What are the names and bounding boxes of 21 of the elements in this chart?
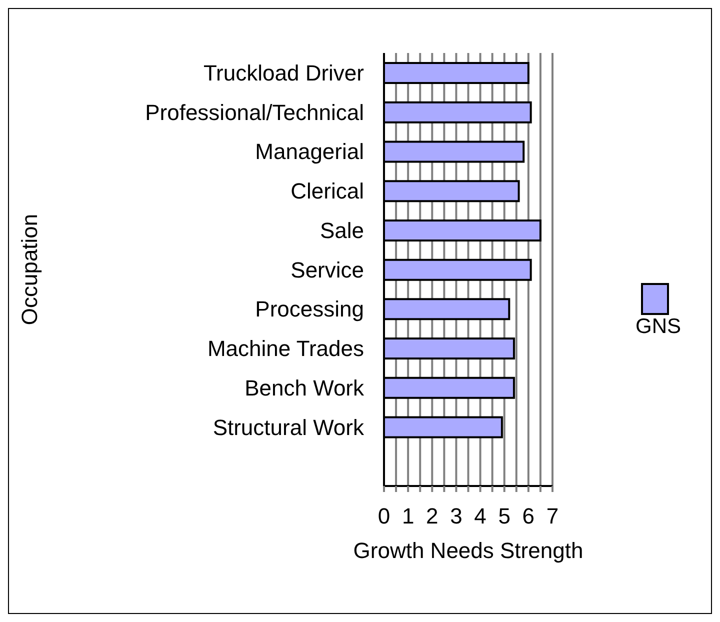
y-tick-label: Managerial bbox=[255, 139, 364, 164]
x-axis-title: Growth Needs Strength bbox=[353, 538, 584, 563]
x-tick-label: 2 bbox=[426, 504, 438, 529]
y-tick-label: Structural Work bbox=[212, 414, 365, 440]
x-tick-label: 0 bbox=[378, 504, 390, 529]
y-tick-label: Machine Trades bbox=[207, 336, 364, 362]
y-tick-label: Processing bbox=[255, 296, 364, 322]
y-tick-label: Clerical bbox=[290, 178, 364, 204]
y-tick-label: Professional/Technical bbox=[145, 100, 364, 125]
legend-label: GNS bbox=[635, 315, 681, 339]
y-axis-title: Occupation bbox=[16, 214, 42, 326]
y-tick-label: Truckload Driver bbox=[203, 60, 364, 86]
x-tick-label: 3 bbox=[450, 504, 462, 529]
y-tick-label: Bench Work bbox=[244, 375, 365, 400]
x-tick-label: 4 bbox=[474, 504, 486, 529]
y-tick-label: Service bbox=[290, 257, 364, 282]
y-tick-label: Sale bbox=[320, 218, 364, 243]
x-tick-label: 1 bbox=[402, 504, 414, 529]
x-tick-label: 5 bbox=[498, 504, 510, 529]
x-tick-label: 7 bbox=[546, 504, 559, 529]
x-tick-label: 6 bbox=[522, 504, 535, 529]
